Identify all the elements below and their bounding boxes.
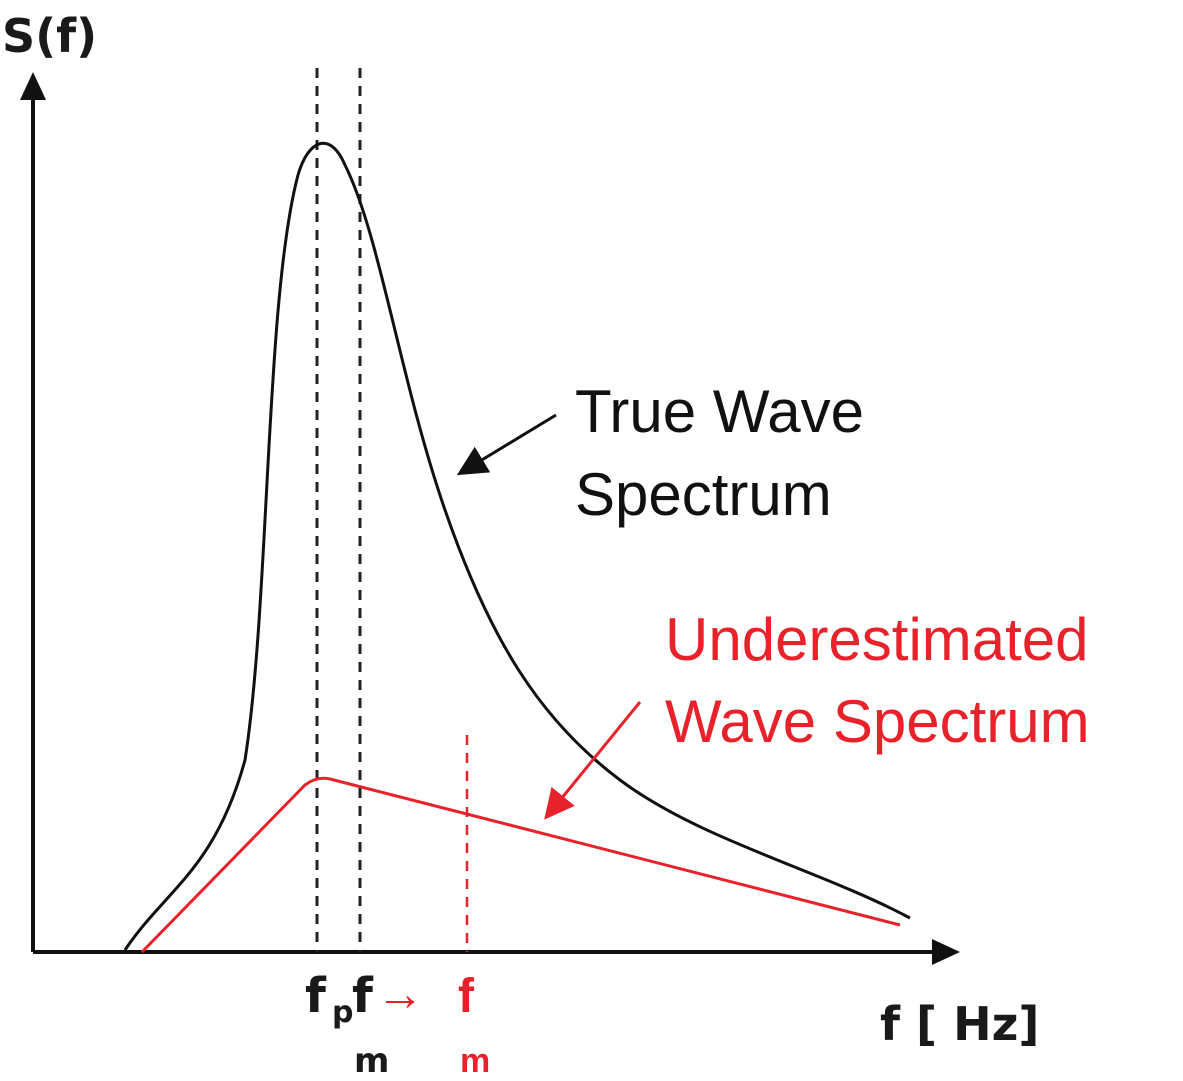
underestimated-wave-spectrum-curve <box>140 776 901 954</box>
true-wave-label-line2: Spectrum <box>575 461 832 528</box>
underestimated-pointer-arrow <box>544 701 642 820</box>
fm-tick-label: f <box>352 968 374 1024</box>
true-wave-pointer-arrow <box>456 413 557 476</box>
underestimated-label-line2: Wave Spectrum <box>665 688 1090 755</box>
fm-red-tick-subscript: m <box>460 1042 490 1080</box>
true-wave-spectrum-curve <box>123 141 911 951</box>
fm-tick-subscript: m <box>354 1041 389 1081</box>
y-axis-label: S(f) <box>2 9 97 63</box>
fm-red-tick-label: f <box>458 970 475 1023</box>
x-axis-arrowhead <box>932 939 960 965</box>
fp-tick-subscript: p <box>332 995 353 1030</box>
underestimated-label-line1: Underestimated <box>665 606 1089 673</box>
y-axis-arrowhead <box>20 72 46 100</box>
fp-tick-label: f <box>305 968 327 1024</box>
true-wave-label-line1: True Wave <box>575 378 864 445</box>
x-axis-label: f [ Hz] <box>880 997 1039 1051</box>
fm-shift-arrow: → <box>376 968 424 1021</box>
